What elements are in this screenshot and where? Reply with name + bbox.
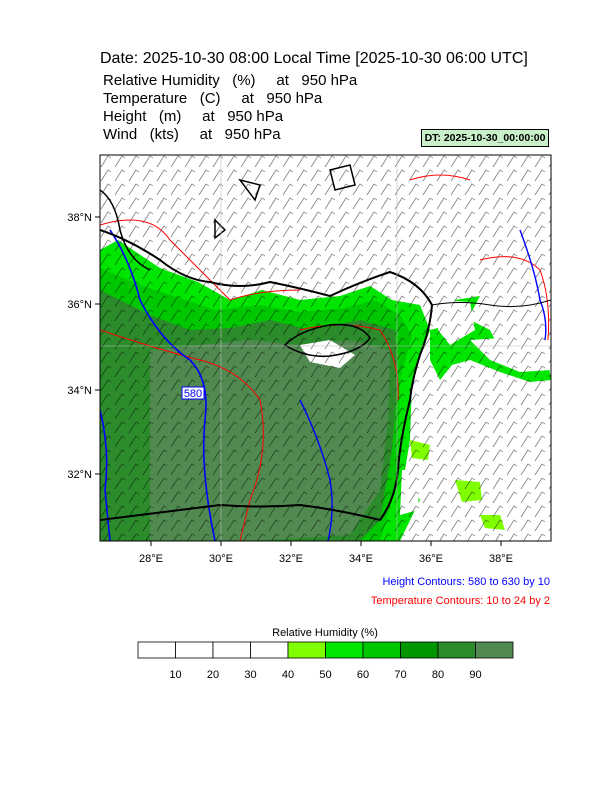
lon-label: 34°E (349, 553, 373, 565)
lon-label: 38°E (489, 553, 513, 565)
lat-label: 36°N (67, 299, 92, 311)
colorbar-segment (400, 641, 439, 659)
lon-label: 32°E (279, 553, 303, 565)
colorbar-label: 50 (319, 669, 331, 681)
dt-badge: DT: 2025-10-30_00:00:00 (421, 129, 549, 147)
lon-label: 30°E (209, 553, 233, 565)
colorbar-label: 60 (357, 669, 369, 681)
lat-label: 34°N (67, 385, 92, 397)
variable-temperature: Temperature (C) at 950 hPa (103, 90, 323, 107)
lon-axis: 28°E 30°E 32°E 34°E 36°E 38°E (139, 541, 513, 565)
colorbar-segment (212, 641, 251, 659)
variable-rh: Relative Humidity (%) at 950 hPa (103, 72, 358, 89)
colorbar-segment (175, 641, 214, 659)
map-frame (99, 154, 552, 542)
colorbar-segment (287, 641, 326, 659)
temperature-contour-note: Temperature Contours: 10 to 24 by 2 (370, 595, 550, 607)
colorbar-label: 70 (394, 669, 406, 681)
colorbar-label: 40 (282, 669, 294, 681)
lat-label: 32°N (67, 469, 92, 481)
rh-fill-layer (100, 155, 551, 541)
colorbar-segment (325, 641, 364, 659)
lon-label: 28°E (139, 553, 163, 565)
contour-label: 580 (184, 388, 202, 400)
colorbar-label: 80 (432, 669, 444, 681)
colorbar-label: 20 (207, 669, 219, 681)
colorbar: 10 20 30 40 50 60 70 80 90 (137, 641, 514, 681)
colorbar-label: 30 (244, 669, 256, 681)
variable-list: Relative Humidity (%) at 950 hPa Tempera… (103, 72, 357, 144)
colorbar-title: Relative Humidity (%) (272, 627, 378, 639)
colorbar-segment (137, 641, 176, 659)
colorbar-segment (250, 641, 289, 659)
chart-title: Date: 2025-10-30 08:00 Local Time [2025-… (100, 50, 528, 67)
contour-label-box (181, 386, 205, 400)
colorbar-segment (475, 641, 514, 659)
colorbar-label: 10 (169, 669, 181, 681)
height-contour-note: Height Contours: 580 to 630 by 10 (382, 576, 550, 588)
variable-height: Height (m) at 950 hPa (103, 108, 284, 125)
colorbar-segment (437, 641, 476, 659)
colorbar-segment (362, 641, 401, 659)
colorbar-label: 90 (469, 669, 481, 681)
lat-axis: 38°N 36°N 34°N 32°N (67, 212, 100, 481)
lon-label: 36°E (419, 553, 443, 565)
variable-wind: Wind (kts) at 950 hPa (103, 126, 281, 143)
lat-label: 38°N (67, 212, 92, 224)
